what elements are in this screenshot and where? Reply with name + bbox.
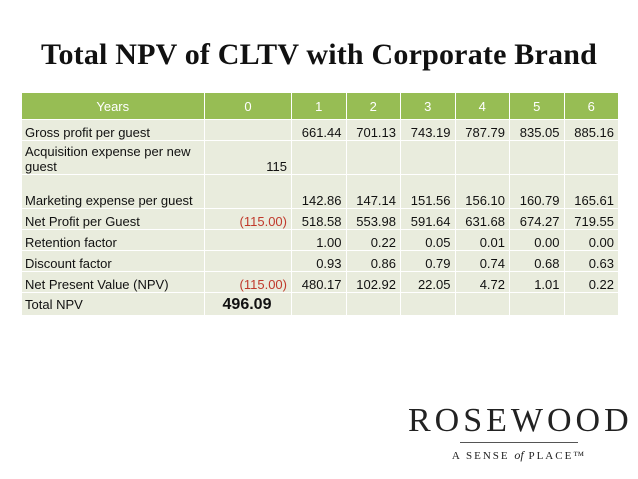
table-cell: 591.64 xyxy=(400,208,456,230)
rosewood-logo: ROSEWOOD A SENSE of PLACE™ xyxy=(408,403,630,463)
row-label: Discount factor xyxy=(21,250,205,272)
table-cell: 1.00 xyxy=(291,229,347,251)
header-year-2: 2 xyxy=(346,93,401,120)
table-row-acquisition-expense: Acquisition expense per new guest 115 xyxy=(21,140,619,175)
logo-tagline-of: of xyxy=(514,448,524,462)
table-cell: 480.17 xyxy=(291,271,347,293)
table-cell: 631.68 xyxy=(454,208,510,230)
table-cell: 0.22 xyxy=(345,229,401,251)
header-years: Years xyxy=(21,93,205,120)
table-row-total-npv: Total NPV 496.09 xyxy=(21,292,619,316)
table-cell xyxy=(563,292,619,316)
table-cell: 0.79 xyxy=(400,250,456,272)
table-cell xyxy=(204,119,292,141)
table-cell: 0.01 xyxy=(454,229,510,251)
table-cell: 151.56 xyxy=(400,174,456,209)
table-cell: 674.27 xyxy=(509,208,565,230)
table-cell: 719.55 xyxy=(563,208,619,230)
table-cell: 885.16 xyxy=(563,119,619,141)
row-label: Acquisition expense per new guest xyxy=(21,140,205,175)
table-header-row: Years 0 1 2 3 4 5 6 xyxy=(21,93,619,120)
table-cell xyxy=(400,292,456,316)
table-cell: 0.22 xyxy=(563,271,619,293)
table-cell xyxy=(204,250,292,272)
row-label: Net Profit per Guest xyxy=(21,208,205,230)
table-cell: 743.19 xyxy=(400,119,456,141)
table-cell xyxy=(454,292,510,316)
table-cell xyxy=(454,140,510,175)
table-row-marketing-expense: Marketing expense per guest 142.86 147.1… xyxy=(21,174,619,209)
table-row-npv: Net Present Value (NPV) (115.00) 480.17 … xyxy=(21,271,619,293)
table-cell-negative: (115.00) xyxy=(204,208,292,230)
table-cell xyxy=(509,292,565,316)
table-cell: 165.61 xyxy=(563,174,619,209)
header-year-6: 6 xyxy=(564,93,619,120)
table-cell xyxy=(204,174,292,209)
logo-name: ROSEWOOD xyxy=(408,402,633,439)
table-cell: 518.58 xyxy=(291,208,347,230)
table-cell: 0.68 xyxy=(509,250,565,272)
header-year-5: 5 xyxy=(509,93,565,120)
table-cell: 147.14 xyxy=(345,174,401,209)
table-cell: 0.05 xyxy=(400,229,456,251)
table-row-retention-factor: Retention factor 1.00 0.22 0.05 0.01 0.0… xyxy=(21,229,619,251)
table-cell: 0.00 xyxy=(509,229,565,251)
logo-tagline: A SENSE of PLACE™ xyxy=(408,448,630,463)
table-cell: 1.01 xyxy=(509,271,565,293)
row-label: Marketing expense per guest xyxy=(21,174,205,209)
table-cell-negative: (115.00) xyxy=(204,271,292,293)
slide-title: Total NPV of CLTV with Corporate Brand xyxy=(41,38,597,71)
table-cell: 156.10 xyxy=(454,174,510,209)
table-cell: 661.44 xyxy=(291,119,347,141)
table-row-gross-profit: Gross profit per guest 661.44 701.13 743… xyxy=(21,119,619,141)
table-cell xyxy=(563,140,619,175)
table-cell xyxy=(291,140,347,175)
table-cell xyxy=(509,140,565,175)
table-cell xyxy=(291,292,347,316)
table-cell: 115 xyxy=(204,140,292,175)
total-npv-value: 496.09 xyxy=(204,292,292,316)
row-label: Gross profit per guest xyxy=(21,119,205,141)
header-year-4: 4 xyxy=(455,93,510,120)
table-cell: 553.98 xyxy=(345,208,401,230)
table-cell: 0.00 xyxy=(563,229,619,251)
logo-divider xyxy=(460,442,578,443)
table-cell xyxy=(204,229,292,251)
table-row-discount-factor: Discount factor 0.93 0.86 0.79 0.74 0.68… xyxy=(21,250,619,272)
table-cell: 102.92 xyxy=(345,271,401,293)
table-cell: 160.79 xyxy=(509,174,565,209)
header-year-0: 0 xyxy=(204,93,292,120)
table-cell: 0.86 xyxy=(345,250,401,272)
row-label: Net Present Value (NPV) xyxy=(21,271,205,293)
table-cell: 0.93 xyxy=(291,250,347,272)
table-cell: 0.63 xyxy=(563,250,619,272)
header-year-3: 3 xyxy=(400,93,456,120)
table-cell xyxy=(345,292,401,316)
npv-table: Years 0 1 2 3 4 5 6 Gross profit per gue… xyxy=(21,93,619,316)
table-cell: 0.74 xyxy=(454,250,510,272)
table-cell: 787.79 xyxy=(454,119,510,141)
header-year-1: 1 xyxy=(291,93,347,120)
table-cell xyxy=(345,140,401,175)
logo-tagline-a: A SENSE xyxy=(451,450,510,462)
table-row-net-profit: Net Profit per Guest (115.00) 518.58 553… xyxy=(21,208,619,230)
table-cell: 22.05 xyxy=(400,271,456,293)
logo-tagline-b: PLACE™ xyxy=(528,450,587,462)
table-cell: 142.86 xyxy=(291,174,347,209)
table-cell: 701.13 xyxy=(345,119,401,141)
row-label: Retention factor xyxy=(21,229,205,251)
table-cell: 835.05 xyxy=(509,119,565,141)
row-label: Total NPV xyxy=(21,292,205,316)
table-cell xyxy=(400,140,456,175)
table-cell: 4.72 xyxy=(454,271,510,293)
